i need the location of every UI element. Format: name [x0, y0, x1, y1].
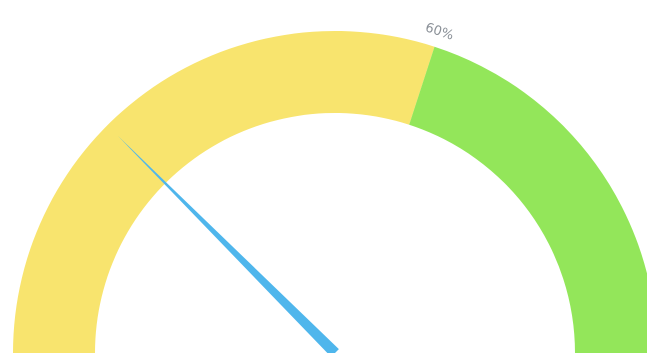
gauge-band-0: [13, 31, 435, 353]
gauge-bands: [13, 31, 647, 353]
gauge-needle-group: [117, 135, 339, 353]
gauge-band-1: [409, 46, 647, 353]
gauge-needle: [117, 135, 339, 353]
threshold-label: 60%: [423, 20, 455, 43]
